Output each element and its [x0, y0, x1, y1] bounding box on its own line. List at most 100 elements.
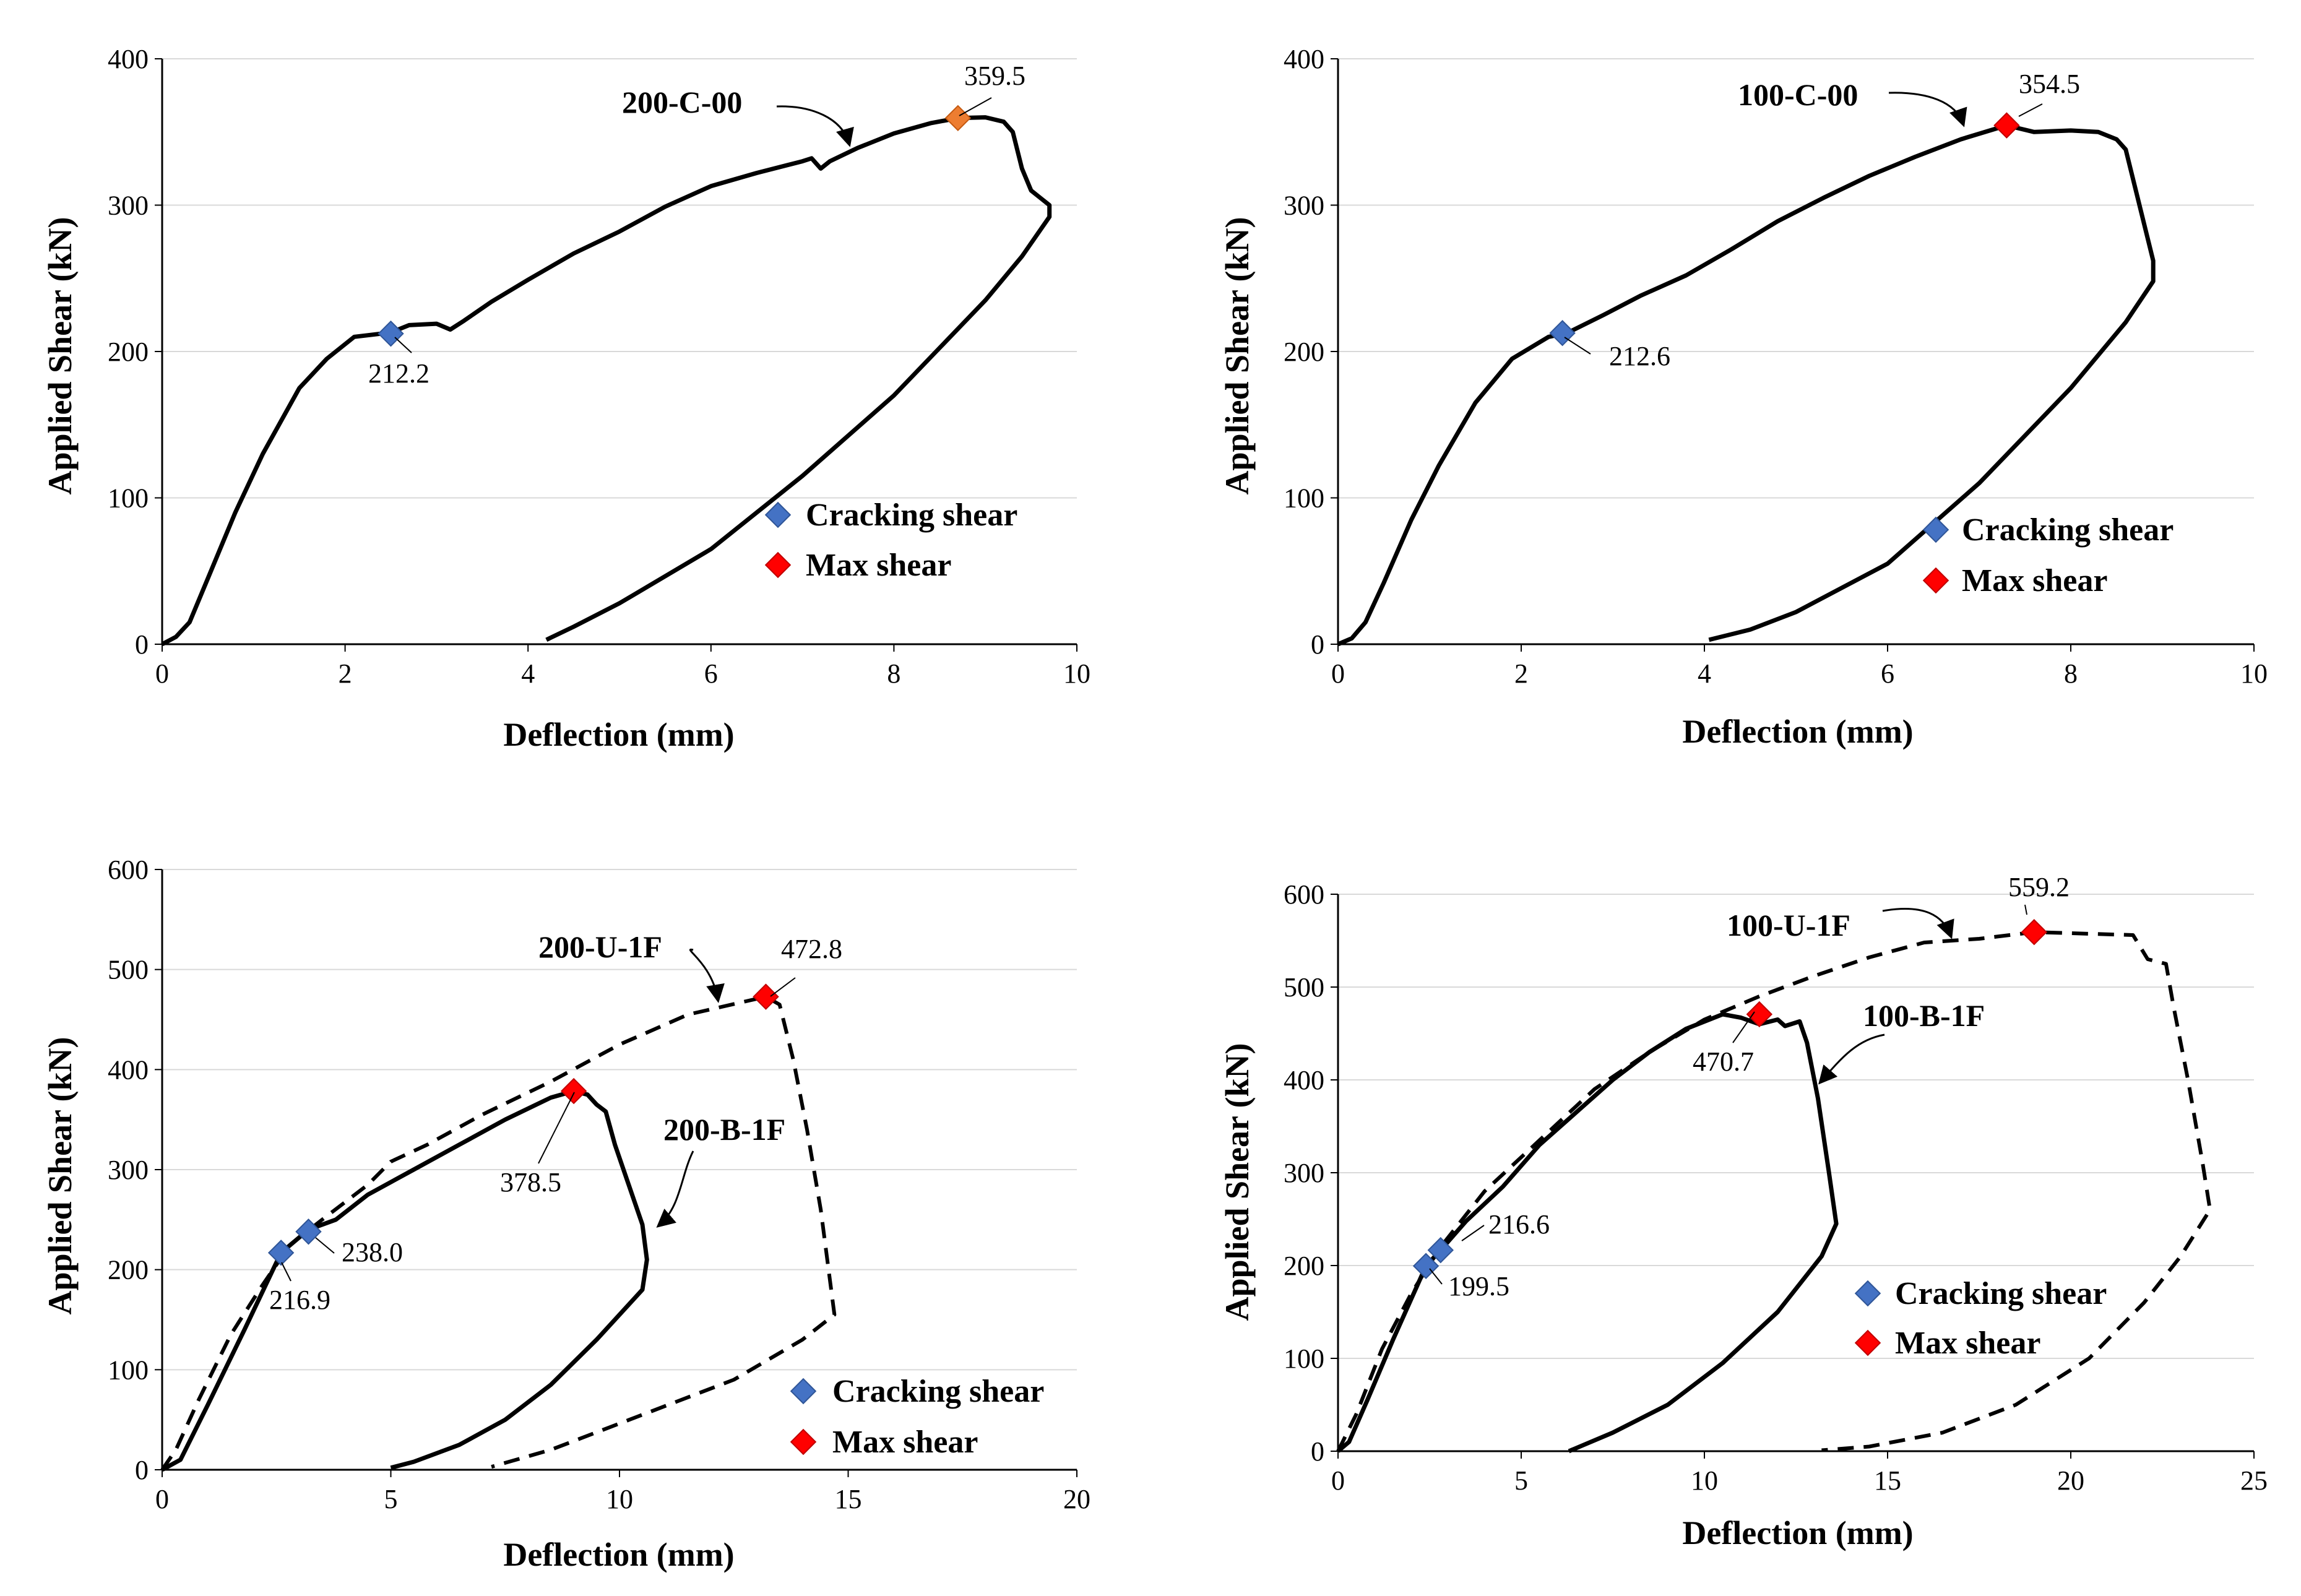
marker-max-100-B-1F	[1746, 1001, 1773, 1028]
chart-b-cracking-leader	[1564, 337, 1591, 355]
chart-d-ytick-label: 600	[1284, 879, 1324, 910]
chart-a-ytick-label: 0	[135, 629, 149, 660]
chart-c-series-label-u: 200-U-1F	[538, 930, 662, 964]
chart-a-series	[161, 115, 1052, 647]
chart-c-legend-max: Max shear	[832, 1425, 978, 1460]
chart-d-series-label-b: 100-B-1F	[1863, 998, 1985, 1033]
chart-b-xtick-label: 2	[1514, 658, 1528, 689]
chart-d-xticks: 0 5 10 15 20 25	[1331, 1451, 2268, 1496]
chart-b-grid	[1338, 58, 2254, 499]
chart-b-markers	[1549, 112, 2020, 347]
chart-d-legend-max: Max shear	[1895, 1326, 2040, 1361]
chart-d-ylabel: Applied Shear (kN)	[1219, 1043, 1256, 1321]
chart-b-xlabel: Deflection (mm)	[1682, 713, 1913, 750]
chart-c-ytick-label: 400	[108, 1055, 149, 1085]
chart-b-xtick-label: 6	[1881, 658, 1894, 689]
chart-d-max-leader-b	[1732, 1011, 1755, 1043]
chart-a-ytick-label: 300	[108, 191, 149, 221]
chart-d-xtick-label: 0	[1331, 1465, 1345, 1496]
chart-d-grid	[1338, 894, 2254, 1359]
chart-c-max-label-b: 378.5	[500, 1167, 561, 1197]
series-100-C-00	[1337, 123, 2156, 647]
chart-c-ytick-label: 200	[108, 1255, 149, 1285]
chart-b-legend-max-swatch	[1922, 567, 1949, 594]
chart-c-yticks: 0 100 200 300 400 500 600	[108, 855, 162, 1485]
chart-a-ytick-label: 400	[108, 44, 149, 74]
chart-a-legend-cracking-swatch	[764, 501, 792, 528]
series-200-U-1F	[160, 994, 837, 1471]
chart-b-ytick-label: 100	[1284, 483, 1324, 514]
chart-d-cracking-leader-u	[1429, 1268, 1443, 1285]
chart-b-max-leader	[2018, 103, 2043, 117]
chart-a-ylabel: Applied Shear (kN)	[41, 217, 79, 494]
chart-a-callout-arrow	[776, 105, 854, 147]
chart-d-yticks: 0 100 200 300 400 500 600	[1284, 879, 1338, 1467]
chart-d-xtick-label: 10	[1691, 1465, 1718, 1496]
chart-a: 0 100 200 300 400 0 2 4 6 8 10 Deflection (mm) Ap…	[41, 44, 1090, 753]
chart-a-legend-max: Max shear	[806, 548, 951, 583]
chart-a-xtick-label: 8	[887, 658, 900, 689]
chart-a-xticks: 0 2 4 6 8 10	[155, 644, 1090, 689]
chart-a-xtick-label: 2	[339, 658, 352, 689]
series-200-B-1F	[161, 1089, 649, 1472]
chart-d-xtick-label: 15	[1874, 1465, 1901, 1496]
chart-b-ytick-label: 0	[1311, 629, 1324, 660]
chart-d-ytick-label: 300	[1284, 1158, 1324, 1188]
chart-c-xtick-label: 0	[155, 1484, 169, 1514]
chart-d: 0 100 200 300 400 500 600 0 5 10 15 20 25 Deflectio…	[1219, 872, 2268, 1551]
chart-b-legend-cracking: Cracking shear	[1962, 512, 2174, 548]
chart-d-max-leader-u	[2024, 904, 2027, 915]
chart-a-xlabel: Deflection (mm)	[503, 716, 734, 753]
chart-a-max-label: 359.5	[964, 61, 1025, 91]
chart-c-callout-arrow-b	[656, 1150, 694, 1228]
chart-a-xtick-label: 6	[704, 658, 718, 689]
chart-a-series-label: 200-C-00	[622, 85, 742, 119]
chart-d-ytick-label: 100	[1284, 1344, 1324, 1374]
chart-c-xtick-label: 10	[606, 1484, 633, 1514]
chart-c-xlabel: Deflection (mm)	[503, 1536, 734, 1573]
chart-d-legend-max-swatch	[1854, 1329, 1881, 1357]
chart-b-ylabel: Applied Shear (kN)	[1219, 217, 1256, 494]
chart-a-max-leader	[959, 97, 992, 116]
chart-c-ytick-label: 0	[135, 1455, 149, 1485]
chart-a-legend: Cracking shear Max shear	[764, 498, 1017, 583]
chart-c-series	[160, 994, 837, 1472]
marker-cracking-100-B-1F	[1427, 1236, 1454, 1264]
chart-c-xtick-label: 15	[835, 1484, 862, 1514]
chart-a-xtick-label: 10	[1063, 658, 1090, 689]
chart-b-ytick-label: 400	[1284, 44, 1324, 74]
chart-d-max-label-u: 559.2	[2008, 872, 2070, 902]
chart-c-max-leader-b	[538, 1092, 575, 1164]
chart-d-xtick-label: 25	[2240, 1465, 2268, 1496]
chart-b-xtick-label: 4	[1698, 658, 1711, 689]
series-100-U-1F	[1336, 930, 2212, 1452]
chart-a-xtick-label: 0	[155, 658, 169, 689]
chart-c-xtick-label: 20	[1063, 1484, 1090, 1514]
chart-b-xtick-label: 8	[2064, 658, 2078, 689]
chart-c-series-label-b: 200-B-1F	[663, 1112, 785, 1147]
chart-b-xtick-label: 0	[1331, 658, 1345, 689]
chart-b-ytick-label: 300	[1284, 191, 1324, 221]
series-200-C-00	[161, 115, 1052, 647]
chart-c-legend-cracking-swatch	[790, 1378, 817, 1405]
chart-b-max-label: 354.5	[2019, 69, 2080, 99]
chart-a-grid	[162, 58, 1077, 499]
chart-b-legend-max: Max shear	[1962, 563, 2107, 598]
chart-d-legend-cracking: Cracking shear	[1895, 1276, 2107, 1311]
chart-c-markers	[267, 983, 779, 1266]
chart-c-grid	[162, 869, 1077, 1371]
chart-c-ytick-label: 600	[108, 855, 149, 885]
chart-c-callout-arrow-u	[689, 948, 725, 1003]
chart-c-legend-max-swatch	[790, 1428, 817, 1456]
chart-b-cracking-label: 212.6	[1609, 341, 1670, 371]
chart-d-ytick-label: 400	[1284, 1065, 1324, 1095]
chart-a-markers	[378, 105, 972, 347]
marker-max-200-C-00	[944, 105, 972, 131]
chart-a-legend-max-swatch	[764, 551, 792, 579]
chart-d-max-label-b: 470.7	[1693, 1046, 1754, 1077]
chart-a-cracking-leader	[394, 337, 412, 353]
chart-c-cracking-label-b: 216.9	[269, 1285, 330, 1315]
chart-c-cracking-label-u: 238.0	[342, 1237, 403, 1267]
marker-max-200-U-1F	[753, 983, 779, 1010]
marker-max-100-C-00	[1993, 112, 2020, 139]
